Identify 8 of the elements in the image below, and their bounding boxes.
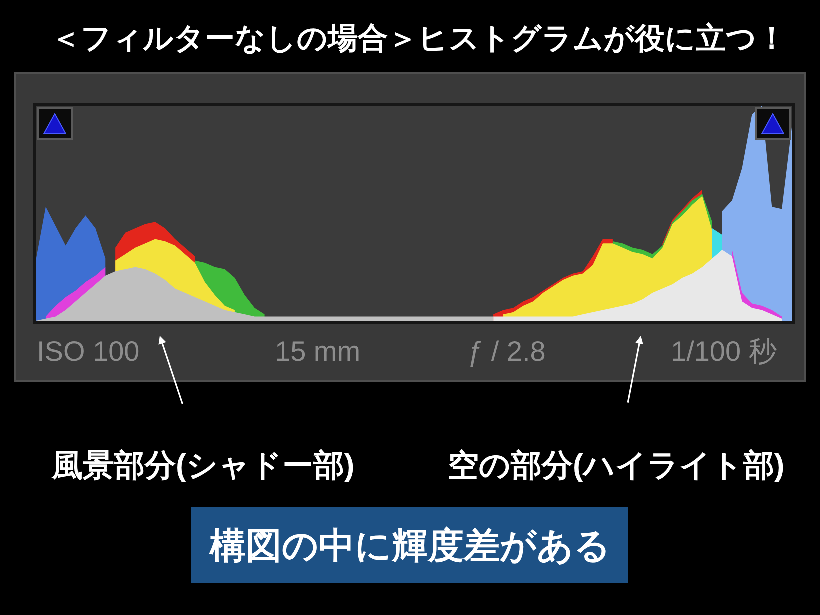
text: 空の部分(ハイライト部) [448,448,785,483]
text: 構図の中に輝度差がある [209,525,611,566]
text: 1/100 秒 [671,336,777,367]
text: ISO 100 [37,336,140,367]
chart-title: ＜フィルターなしの場合＞ヒストグラムが役に立つ！ [51,22,788,56]
text: ƒ / 2.8 [468,336,546,367]
text: 風景部分(シャドー部) [51,448,355,483]
text: 15 mm [275,336,361,367]
